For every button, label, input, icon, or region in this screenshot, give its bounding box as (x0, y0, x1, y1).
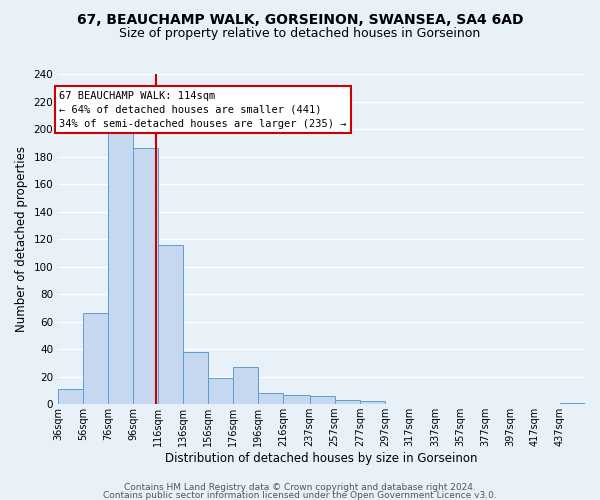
Bar (310, 396, 335, 404)
Bar (335, 400, 360, 404)
Bar (233, 367, 259, 404)
Text: Size of property relative to detached houses in Gorseinon: Size of property relative to detached ho… (119, 28, 481, 40)
Text: 67, BEAUCHAMP WALK, GORSEINON, SWANSEA, SA4 6AD: 67, BEAUCHAMP WALK, GORSEINON, SWANSEA, … (77, 12, 523, 26)
Text: Contains HM Land Registry data © Crown copyright and database right 2024.: Contains HM Land Registry data © Crown c… (124, 483, 476, 492)
Bar (208, 378, 233, 404)
Bar (58, 389, 83, 404)
Text: Contains public sector information licensed under the Open Government Licence v3: Contains public sector information licen… (103, 492, 497, 500)
Bar (259, 393, 283, 404)
Bar (560, 403, 585, 404)
Bar (133, 148, 158, 404)
Y-axis label: Number of detached properties: Number of detached properties (15, 146, 28, 332)
Bar (184, 352, 208, 404)
X-axis label: Distribution of detached houses by size in Gorseinon: Distribution of detached houses by size … (166, 452, 478, 465)
Text: 67 BEAUCHAMP WALK: 114sqm
← 64% of detached houses are smaller (441)
34% of semi: 67 BEAUCHAMP WALK: 114sqm ← 64% of detac… (59, 90, 347, 128)
Bar (83, 314, 108, 404)
Bar (158, 244, 184, 404)
Bar (283, 394, 310, 404)
Bar (108, 130, 133, 404)
Bar (360, 402, 385, 404)
